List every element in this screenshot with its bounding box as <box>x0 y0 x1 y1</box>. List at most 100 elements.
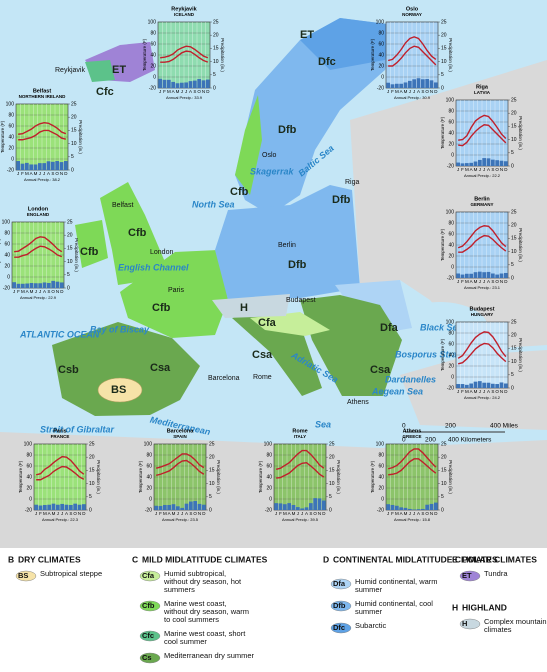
x-tick-label: J <box>483 389 485 394</box>
precip-bar <box>503 383 508 388</box>
legend-swatch <box>330 622 352 634</box>
precip-bar <box>29 164 34 170</box>
legend-text: Tundra <box>484 569 508 578</box>
x-tick-label: O <box>425 89 429 94</box>
chart-title: London <box>28 206 49 212</box>
y-tick-label: -20 <box>7 167 14 173</box>
precip-bar <box>460 384 465 388</box>
legend-code: Cfa <box>142 571 155 580</box>
y-tick-label: 40 <box>146 474 152 480</box>
legend-group-title: CONTINENTAL MIDLATITUDE CLIMATES <box>333 554 498 564</box>
x-tick-label: J <box>409 511 411 516</box>
y2-tick-label: 25 <box>511 209 517 215</box>
y-tick-label: -20 <box>145 507 152 513</box>
chart-title: Riga <box>476 84 489 90</box>
y-tick-label: 80 <box>4 230 10 236</box>
precip-bar <box>81 504 86 510</box>
x-tick-label: M <box>474 167 478 172</box>
precip-bar <box>390 84 395 88</box>
precip-bar <box>477 159 482 166</box>
y-tick-label: 60 <box>146 463 152 469</box>
y-axis-title: Temperature (F) <box>440 116 445 149</box>
precip-bar <box>64 504 69 510</box>
x-tick-label: N <box>56 289 59 294</box>
y-tick-label: 60 <box>448 119 454 125</box>
legend-code: Cs <box>142 653 152 662</box>
precip-bar <box>503 161 508 166</box>
x-tick-label: N <box>78 511 81 516</box>
x-tick-label: D <box>60 289 64 294</box>
france <box>120 250 228 338</box>
x-tick-label: J <box>181 89 183 94</box>
sea-label: Sea <box>315 419 331 429</box>
legend-text: Marine west coast, without dry season, wa… <box>163 599 249 624</box>
y2-tick-label: 0 <box>441 85 444 91</box>
y2-tick-label: 5 <box>71 154 74 160</box>
y2-tick-label: 0 <box>89 507 92 513</box>
x-tick-label: J <box>43 171 45 176</box>
x-tick-label: M <box>404 89 408 94</box>
city-label: Paris <box>168 287 184 294</box>
y2-tick-label: 0 <box>511 385 514 391</box>
x-tick-label: F <box>461 389 464 394</box>
x-tick-label: A <box>288 511 291 516</box>
legend-group-title: DRY CLIMATES <box>18 554 81 564</box>
x-tick-label: D <box>434 89 438 94</box>
y-tick-label: 20 <box>448 141 454 147</box>
y-tick-label: 40 <box>448 130 454 136</box>
sea-label: ATLANTIC OCEAN <box>19 329 100 339</box>
precip-bar <box>167 504 172 510</box>
annotation: Annual Precip.: 23.1 <box>464 285 501 290</box>
y-axis-title: Temperature (F) <box>0 120 5 153</box>
chart-subtitle: SPAIN <box>173 434 186 439</box>
legend-letter: B <box>8 554 14 564</box>
y2-tick-label: 15 <box>511 124 517 130</box>
precip-bar <box>464 273 469 278</box>
temp-line <box>14 236 63 253</box>
legend-swatch <box>15 570 37 582</box>
y-tick-label: 100 <box>6 101 15 107</box>
y2-tick-label: 20 <box>441 455 447 461</box>
x-tick-label: S <box>51 171 54 176</box>
precip-bar <box>482 382 487 388</box>
x-tick-label: J <box>483 279 485 284</box>
climate-code: Dfb <box>332 194 351 206</box>
legend-swatch <box>459 618 481 630</box>
precip-bar <box>469 273 474 278</box>
y2-tick-label: 0 <box>511 275 514 281</box>
x-tick-label: J <box>479 279 481 284</box>
chart-subtitle: ITALY <box>294 434 306 439</box>
sea-label: North Sea <box>192 199 235 209</box>
climate-code: Cfb <box>80 246 99 258</box>
precip-bar <box>313 498 318 510</box>
precip-bar <box>399 507 404 510</box>
x-tick-label: F <box>391 511 394 516</box>
y-tick-label: 100 <box>2 219 11 225</box>
legend-text: Subtropical steppe <box>40 569 102 578</box>
y2-tick-label: 0 <box>511 163 514 169</box>
city-label: Berlin <box>278 242 296 249</box>
x-tick-label: S <box>189 511 192 516</box>
precip-bar <box>321 500 326 510</box>
precip-bar <box>158 506 163 510</box>
x-tick-label: J <box>35 289 37 294</box>
legend-group-title: HIGHLAND <box>462 602 507 612</box>
x-tick-label: O <box>197 89 201 94</box>
y-tick-label: 20 <box>8 145 14 151</box>
scandinavia-dfc <box>300 18 395 70</box>
y-tick-label: 100 <box>144 441 153 447</box>
city-label: Rome <box>253 374 272 381</box>
temp-line <box>387 36 437 62</box>
precip-bar <box>192 80 197 88</box>
x-tick-label: O <box>73 511 77 516</box>
y-tick-label: 80 <box>378 30 384 36</box>
sea-label: Aegean Sea <box>371 386 423 396</box>
x-tick-label: N <box>500 389 503 394</box>
precip-bar <box>38 505 43 510</box>
precip-bar <box>477 381 482 388</box>
x-tick-label: D <box>504 389 508 394</box>
precip-bar <box>403 82 408 88</box>
x-tick-label: M <box>167 89 171 94</box>
y2-axis-title: Precipitation (in.) <box>518 338 523 372</box>
